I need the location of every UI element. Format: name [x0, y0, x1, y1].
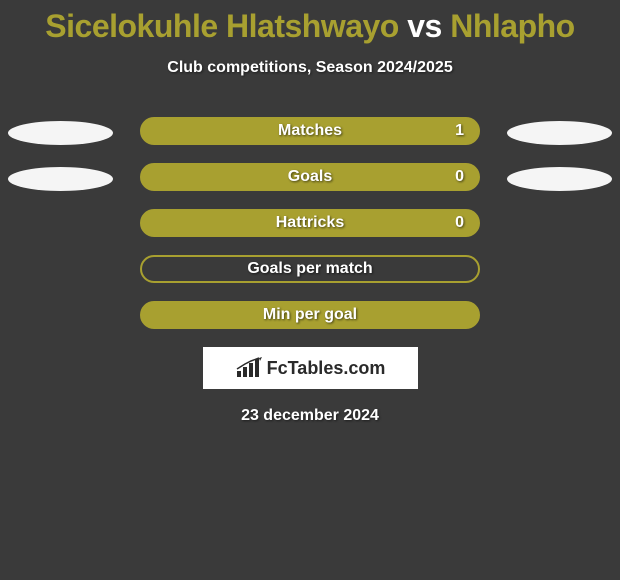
stat-value: 1 — [455, 122, 464, 140]
logo-text: FcTables.com — [267, 358, 386, 379]
fctables-logo[interactable]: FcTables.com — [203, 347, 418, 389]
stat-row: Goals per match — [0, 255, 620, 285]
chart-icon — [235, 357, 263, 379]
stat-row: Min per goal — [0, 301, 620, 331]
vs-separator: vs — [407, 8, 442, 44]
player2-stat-oval — [507, 167, 612, 191]
stat-bar: Min per goal — [140, 301, 480, 329]
stat-value: 0 — [455, 168, 464, 186]
stat-label: Min per goal — [263, 306, 357, 324]
stat-label: Hattricks — [276, 214, 344, 232]
player2-name: Nhlapho — [450, 8, 574, 44]
stat-label: Goals — [288, 168, 332, 186]
stat-row: Hattricks 0 — [0, 209, 620, 239]
stat-label: Matches — [278, 122, 342, 140]
date: 23 december 2024 — [0, 407, 620, 425]
player2-stat-oval — [507, 121, 612, 145]
player1-stat-oval — [8, 167, 113, 191]
stats-container: Matches 1 Goals 0 Hattricks 0 Goals per match M… — [0, 117, 620, 331]
stat-label: Goals per match — [247, 260, 372, 278]
stat-value: 0 — [455, 214, 464, 232]
stat-bar: Matches 1 — [140, 117, 480, 145]
player1-stat-oval — [8, 121, 113, 145]
stat-row: Matches 1 — [0, 117, 620, 147]
player1-name: Sicelokuhle Hlatshwayo — [45, 8, 399, 44]
comparison-title: Sicelokuhle Hlatshwayo vs Nhlapho — [0, 0, 620, 45]
subtitle: Club competitions, Season 2024/2025 — [0, 59, 620, 77]
stat-bar: Goals per match — [140, 255, 480, 283]
stat-row: Goals 0 — [0, 163, 620, 193]
stat-bar: Hattricks 0 — [140, 209, 480, 237]
stat-bar: Goals 0 — [140, 163, 480, 191]
